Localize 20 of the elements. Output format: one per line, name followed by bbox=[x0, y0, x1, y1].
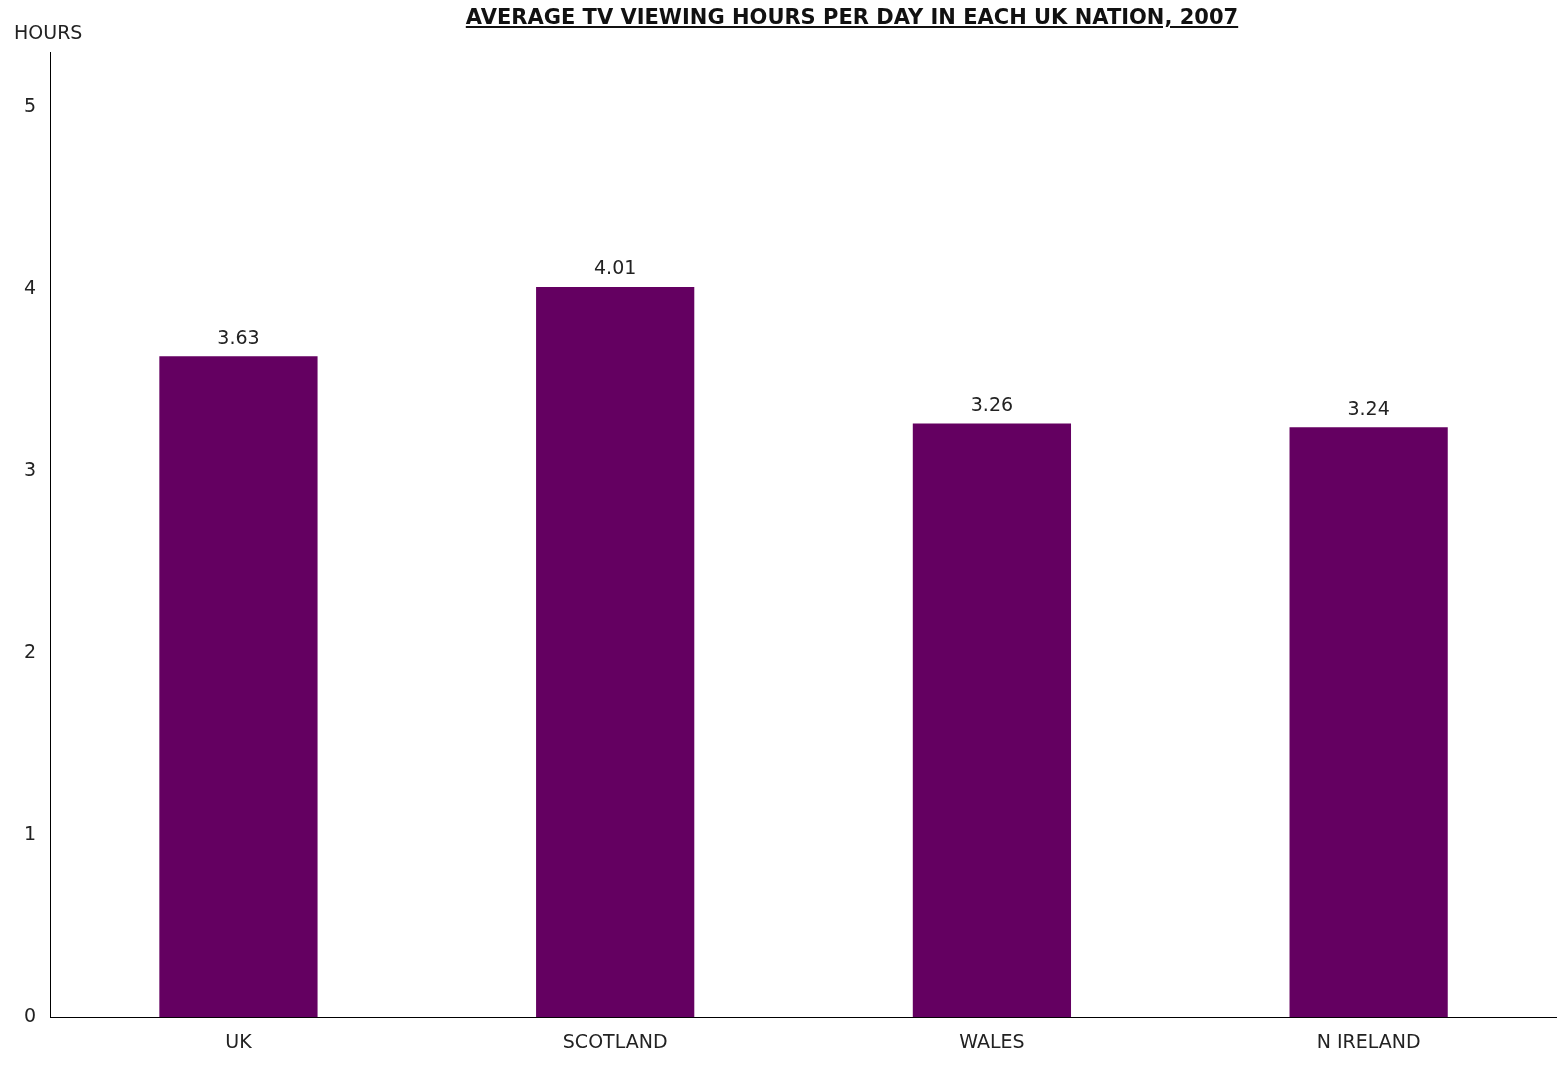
y-axis-title: HOURS bbox=[14, 21, 83, 43]
data-label: 3.63 bbox=[217, 325, 260, 348]
bar bbox=[159, 356, 318, 1018]
x-tick-label: WALES bbox=[959, 1029, 1025, 1052]
data-label: 3.24 bbox=[1347, 396, 1390, 419]
y-tick-label: 5 bbox=[23, 93, 37, 116]
bar bbox=[536, 286, 695, 1018]
data-label: 4.01 bbox=[594, 256, 637, 279]
chart-title: AVERAGE TV VIEWING HOURS PER DAY IN EACH UK NATION, 2007 bbox=[465, 5, 1239, 29]
x-tick-label: UK bbox=[225, 1029, 253, 1052]
y-tick-label: 4 bbox=[23, 275, 37, 298]
bar bbox=[1289, 427, 1448, 1018]
x-tick-label: N IRELAND bbox=[1316, 1029, 1421, 1052]
y-tick-label: 0 bbox=[23, 1004, 37, 1027]
y-tick-label: 3 bbox=[23, 457, 37, 480]
data-label: 3.26 bbox=[970, 392, 1014, 415]
y-tick-label: 2 bbox=[23, 639, 37, 662]
y-tick-label: 1 bbox=[23, 822, 37, 845]
x-tick-label: SCOTLAND bbox=[562, 1029, 668, 1052]
bar bbox=[912, 423, 1072, 1018]
